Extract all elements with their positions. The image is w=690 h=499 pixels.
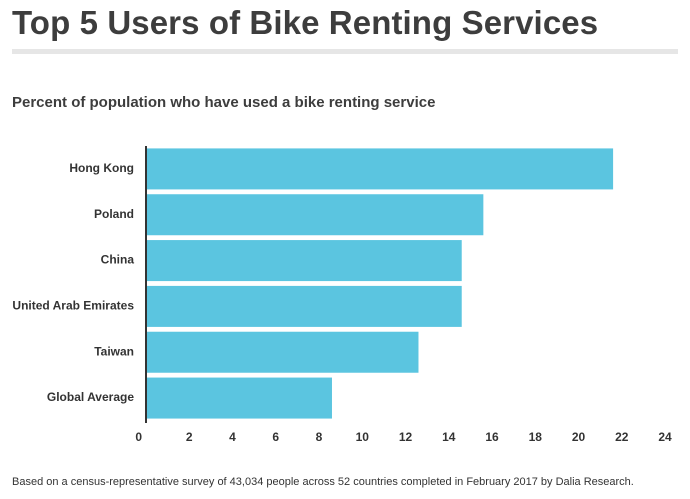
x-tick-label-22: 22	[615, 430, 629, 444]
x-tick-label-24: 24	[658, 430, 672, 444]
x-tick-label-4: 4	[229, 430, 236, 444]
category-label-china: China	[101, 253, 135, 267]
chart-subtitle: Percent of population who have used a bi…	[12, 94, 436, 111]
x-tick-label-18: 18	[529, 430, 543, 444]
title-divider	[12, 49, 678, 54]
chart-title: Top 5 Users of Bike Renting Services	[12, 4, 599, 41]
source-footnote: Based on a census-representative survey …	[12, 476, 634, 488]
category-label-united-arab-emirates: United Arab Emirates	[12, 299, 134, 313]
bar-hong-kong	[146, 148, 614, 190]
bars-layer	[146, 148, 614, 419]
bar-china	[146, 240, 462, 282]
bar-global-average	[146, 377, 332, 419]
x-tick-label-6: 6	[272, 430, 279, 444]
bar-poland	[146, 194, 484, 236]
x-tick-label-8: 8	[316, 430, 323, 444]
category-label-poland: Poland	[94, 207, 134, 221]
x-tick-label-16: 16	[485, 430, 499, 444]
bar-taiwan	[146, 331, 419, 373]
category-label-taiwan: Taiwan	[94, 344, 134, 358]
category-label-global-average: Global Average	[47, 390, 134, 404]
category-label-hong-kong: Hong Kong	[69, 161, 134, 175]
x-tick-label-10: 10	[356, 430, 370, 444]
x-tick-label-2: 2	[186, 430, 193, 444]
x-tick-label-20: 20	[572, 430, 586, 444]
x-tick-label-14: 14	[442, 430, 456, 444]
bar-united-arab-emirates	[146, 285, 462, 327]
x-tick-label-0: 0	[135, 430, 142, 444]
category-labels: Hong Kong Poland China United Arab Emirates…	[12, 161, 134, 404]
x-tick-label-12: 12	[399, 430, 413, 444]
x-axis-tick-labels: 0 2 4 6 8 10 12 14 16 18 20 22 24	[135, 430, 672, 444]
